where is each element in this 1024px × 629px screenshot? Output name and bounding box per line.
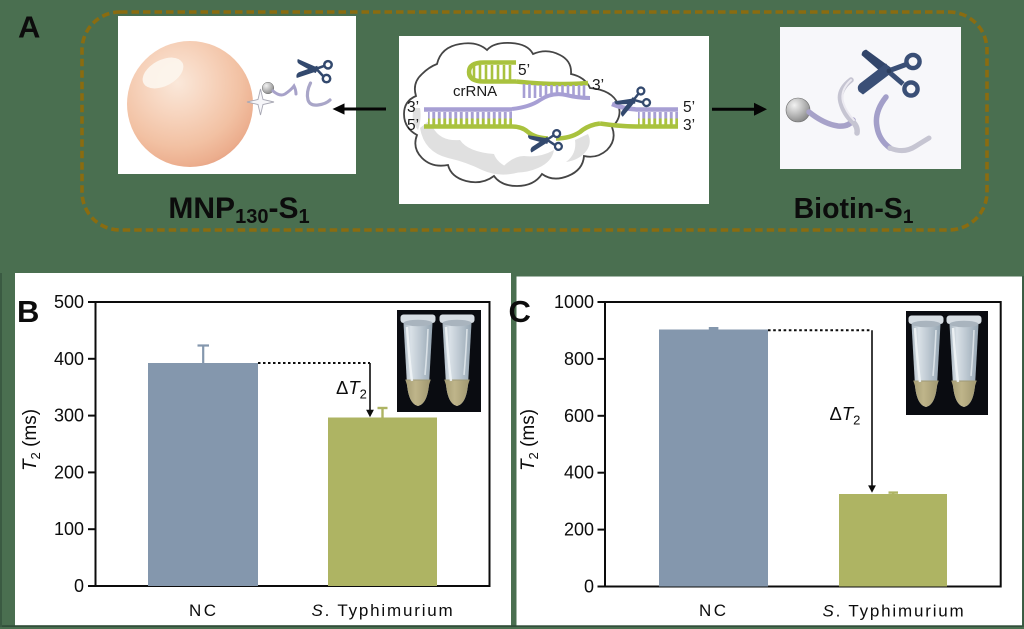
svg-text:3’: 3’	[683, 117, 695, 134]
svg-text:T2 (ms): T2 (ms)	[518, 409, 541, 471]
svg-text:NC: NC	[189, 601, 219, 620]
svg-text:200: 200	[54, 462, 84, 482]
svg-text:crRNA: crRNA	[453, 83, 497, 100]
svg-text:B: B	[17, 294, 39, 329]
svg-text:5’: 5’	[518, 62, 530, 79]
svg-text:A: A	[18, 10, 40, 45]
svg-text:T2 (ms): T2 (ms)	[20, 409, 43, 471]
svg-text:600: 600	[564, 406, 594, 426]
svg-text:5’: 5’	[683, 99, 695, 116]
svg-text:5’: 5’	[407, 117, 419, 134]
svg-text:3’: 3’	[592, 77, 604, 94]
svg-text:300: 300	[54, 406, 84, 426]
svg-text:S. Typhimurium: S. Typhimurium	[312, 601, 455, 620]
svg-text:C: C	[509, 294, 531, 329]
svg-text:3’: 3’	[407, 99, 419, 116]
svg-text:0: 0	[584, 577, 594, 597]
svg-text:0: 0	[74, 576, 84, 596]
svg-text:500: 500	[54, 292, 84, 312]
svg-text:NC: NC	[699, 601, 729, 620]
svg-text:400: 400	[54, 349, 84, 369]
svg-text:200: 200	[564, 520, 594, 540]
svg-text:1000: 1000	[554, 292, 594, 312]
svg-text:100: 100	[54, 519, 84, 539]
svg-text:400: 400	[564, 463, 594, 483]
svg-text:Biotin-S1: Biotin-S1	[794, 193, 914, 228]
svg-text:800: 800	[564, 349, 594, 369]
svg-text:S. Typhimurium: S. Typhimurium	[823, 602, 966, 621]
